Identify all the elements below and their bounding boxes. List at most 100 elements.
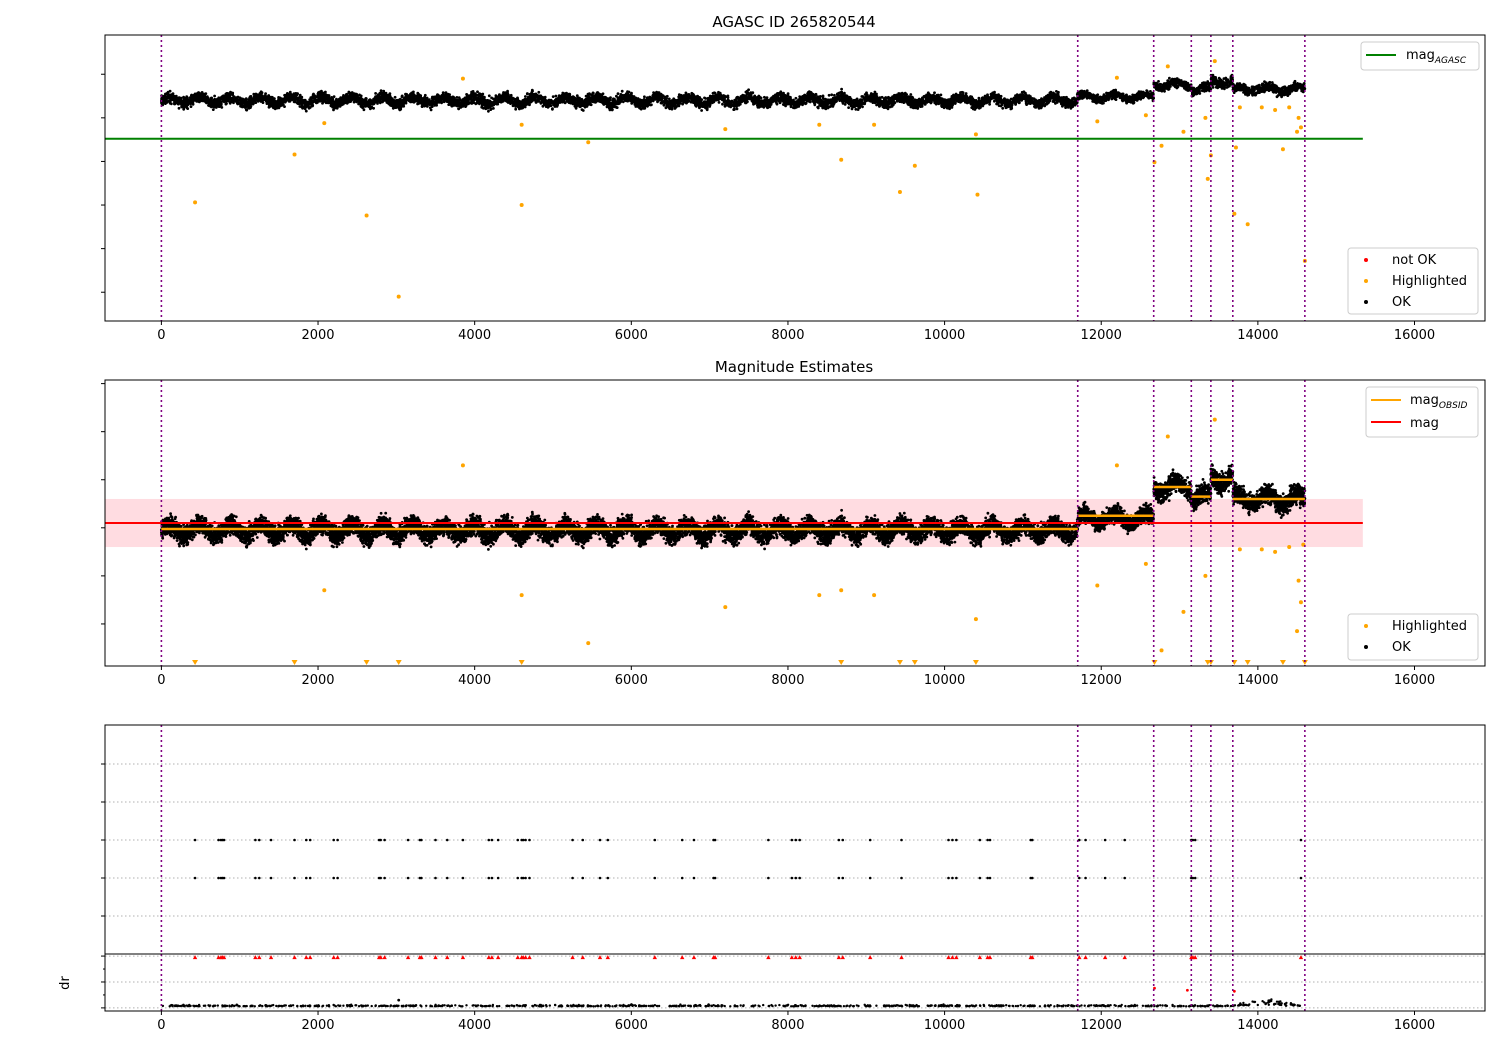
ok-point <box>765 96 769 100</box>
ok-point <box>865 91 868 95</box>
panel-agasc-magnitude: AGASC ID 265820544 0 2000 4000 6000 8000 1000… <box>101 13 1486 343</box>
ok-point <box>1071 97 1075 101</box>
ok-point <box>652 91 655 94</box>
ok-point <box>379 89 383 93</box>
ok-point <box>821 94 825 98</box>
ok-point <box>347 90 351 94</box>
ok-point <box>374 92 377 95</box>
panel1-title: AGASC ID 265820544 <box>712 13 875 31</box>
ok-point <box>423 93 427 97</box>
ok-point <box>370 105 373 109</box>
ok-point <box>630 102 634 105</box>
ok-point <box>209 96 213 100</box>
ok-point <box>609 107 613 110</box>
ok-point <box>916 107 920 110</box>
ok-point <box>627 90 631 94</box>
ok-point <box>667 97 671 101</box>
ok-point <box>643 95 646 99</box>
ok-point <box>775 101 778 105</box>
ok-point <box>220 106 224 109</box>
ok-point <box>620 89 624 93</box>
ok-point <box>211 108 215 111</box>
ok-point <box>650 103 653 107</box>
ok-point <box>521 106 524 110</box>
ok-point <box>483 103 487 107</box>
ok-point <box>487 94 491 98</box>
ok-point <box>813 103 817 107</box>
ok-point <box>502 91 505 94</box>
ok-point <box>554 94 558 98</box>
ok-point <box>1009 105 1012 109</box>
ok-point <box>833 93 836 97</box>
ok-point <box>490 96 493 100</box>
ok-point <box>332 95 336 98</box>
ok-point <box>393 95 397 99</box>
ok-point <box>794 96 798 100</box>
ok-point <box>724 95 728 99</box>
ok-point <box>875 103 878 107</box>
ok-point <box>292 100 296 104</box>
ok-point <box>224 102 228 106</box>
ok-point <box>526 92 529 95</box>
ok-point <box>926 91 930 95</box>
ok-point <box>530 88 534 92</box>
ok-point <box>551 107 554 111</box>
ok-point <box>254 92 258 96</box>
ok-point <box>880 95 884 99</box>
ok-point <box>882 106 886 109</box>
ok-point <box>574 106 578 110</box>
ok-point <box>609 96 612 99</box>
ok-point <box>524 95 527 98</box>
ok-point <box>717 101 721 104</box>
ok-point <box>860 95 864 98</box>
ok-point <box>220 95 224 98</box>
ok-point <box>869 92 873 95</box>
ok-point <box>168 89 172 93</box>
ok-point <box>383 92 387 96</box>
ok-point <box>1033 105 1036 108</box>
ok-point <box>964 92 968 95</box>
ok-point <box>721 102 724 106</box>
ok-point <box>362 108 366 112</box>
ok-point <box>400 94 404 98</box>
ok-point <box>861 105 864 109</box>
panel1-plot-area: 0 2000 4000 6000 8000 10000 12000 14000 16000 <box>101 35 1435 343</box>
ok-point <box>482 106 485 110</box>
ok-point <box>885 96 889 100</box>
ok-point <box>213 94 217 98</box>
ok-point <box>300 95 304 99</box>
ok-point <box>455 96 459 99</box>
ok-point <box>335 97 338 101</box>
ok-point <box>616 92 620 95</box>
ok-point <box>591 91 595 95</box>
ok-point <box>288 90 292 94</box>
ok-point <box>267 105 271 109</box>
ok-point <box>977 96 981 100</box>
ok-point <box>578 104 581 108</box>
ok-point <box>245 108 249 112</box>
ok-point <box>1004 106 1008 110</box>
ok-point <box>167 96 170 100</box>
ok-point <box>704 97 708 100</box>
ok-point <box>735 107 739 111</box>
ok-point <box>850 107 854 111</box>
ok-point <box>900 100 903 104</box>
ok-point <box>961 91 965 95</box>
ok-point <box>481 92 485 96</box>
ok-point <box>873 90 877 94</box>
ok-point <box>909 93 913 96</box>
ok-point <box>827 93 831 97</box>
ok-point <box>551 95 555 98</box>
ok-point <box>283 105 286 108</box>
ok-point <box>935 97 939 100</box>
ok-point <box>441 91 445 94</box>
ok-point <box>601 92 605 96</box>
ok-point <box>840 87 843 91</box>
ok-point <box>443 98 447 102</box>
ok-point <box>537 90 541 94</box>
ok-point <box>189 105 193 108</box>
ok-point <box>847 106 850 109</box>
ok-point <box>705 107 708 110</box>
ok-point <box>1061 104 1064 108</box>
